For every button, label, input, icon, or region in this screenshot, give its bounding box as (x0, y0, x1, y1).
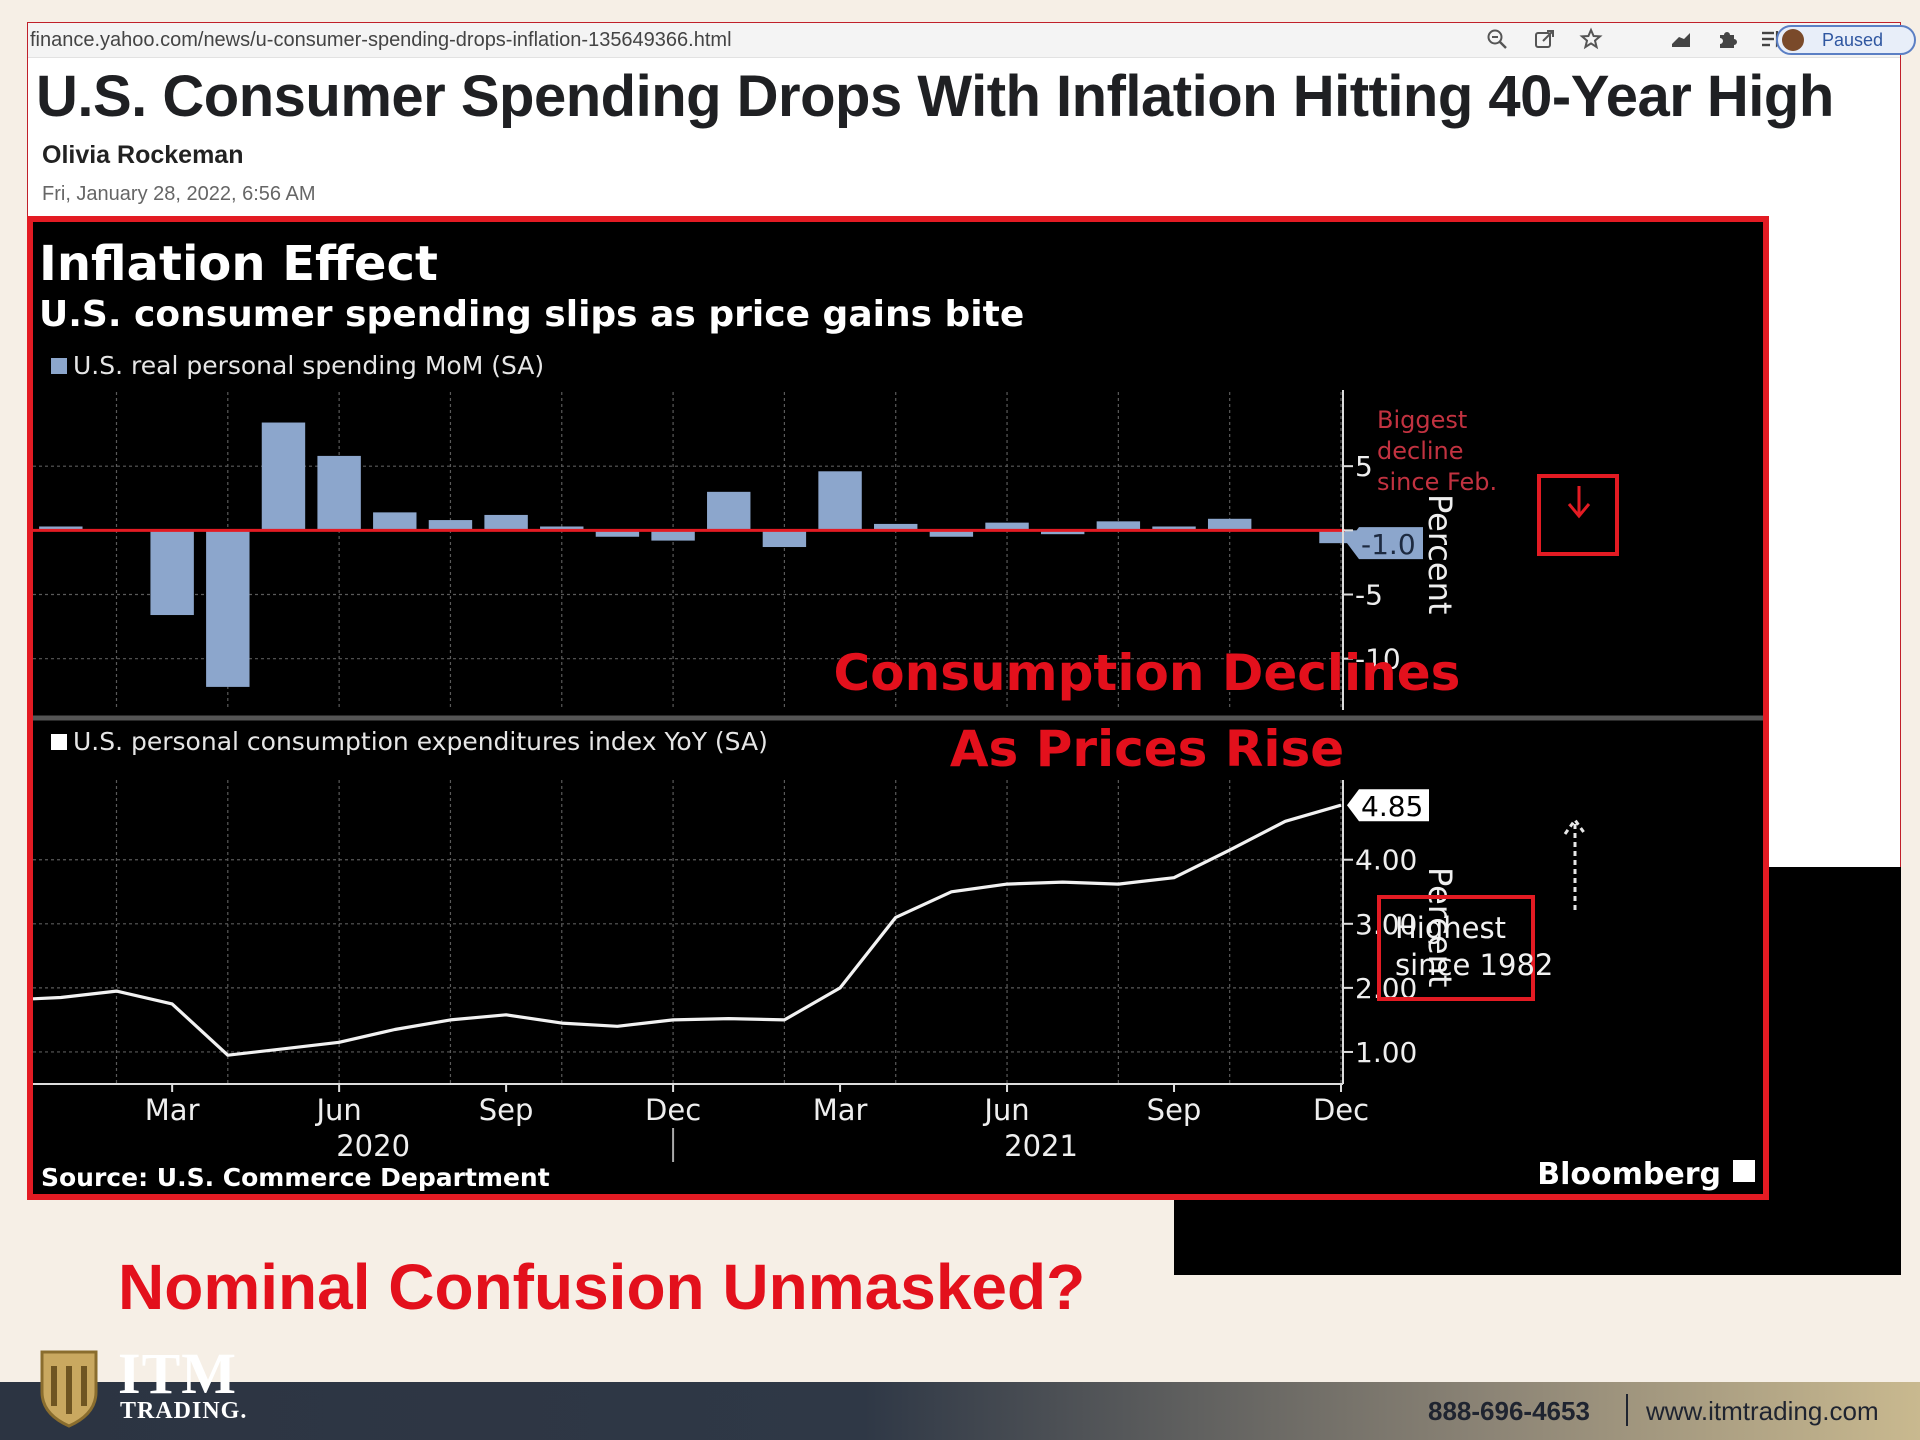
chart-axes: 5-5-104.003.002.001.00-1.04.85PercentPer… (33, 390, 1459, 1163)
xtick-label: Sep (479, 1093, 534, 1127)
zoom-icon[interactable] (1484, 27, 1510, 53)
legend-swatch-pce (51, 734, 67, 750)
bar-2021-02 (762, 530, 807, 548)
ytick-label-bottom: 1.00 (1355, 1036, 1417, 1069)
avatar (1782, 29, 1804, 51)
highlight-box-last-bar (1537, 474, 1619, 556)
address-bar[interactable]: finance.yahoo.com/news/u-consumer-spendi… (28, 23, 1916, 58)
bar-2020-08 (428, 520, 473, 531)
bloomberg-logo-icon (1733, 1160, 1755, 1182)
footer-bar: 888-696-4653 www.itmtrading.com (0, 1382, 1920, 1440)
annotation-biggest-decline: Biggest decline since Feb. (1377, 406, 1497, 496)
xtick-label: Mar (145, 1093, 200, 1127)
chart-icon[interactable] (1668, 27, 1694, 53)
xtick-label: Jun (314, 1093, 361, 1127)
chart-source: Source: U.S. Commerce Department (41, 1163, 550, 1192)
phone-number[interactable]: 888-696-4653 (1428, 1396, 1590, 1426)
bar-2021-06 (985, 522, 1029, 531)
pce-line (33, 803, 1342, 1057)
overlay-line-2: As Prices Rise (950, 720, 1344, 778)
chart-subtitle: U.S. consumer spending slips as price ga… (39, 294, 1024, 335)
bar-2020-06 (317, 455, 361, 531)
legend-swatch-spending (51, 358, 67, 374)
ytick-label-top: 5 (1355, 450, 1373, 483)
bar-2021-03 (818, 471, 862, 531)
ytick-label-top: -10 (1355, 643, 1401, 676)
puzzle-icon[interactable] (1714, 27, 1740, 53)
bar-2021-07 (1040, 530, 1085, 535)
paused-profile-button[interactable]: Paused (1776, 25, 1916, 55)
down-arrow-icon (1567, 486, 1591, 519)
ylabel-top: Percent (1421, 494, 1459, 614)
bar-2020-01 (39, 526, 83, 531)
ytick-label-top: -5 (1355, 579, 1383, 612)
chart-canvas: 5-5-104.003.002.001.00-1.04.85PercentPer… (33, 236, 1763, 1192)
legend-spending: U.S. real personal spending MoM (SA) (73, 351, 544, 380)
bar-2021-08 (1096, 521, 1141, 531)
bar-2020-07 (373, 512, 417, 531)
slide-caption: Nominal Confusion Unmasked? (118, 1251, 1086, 1323)
star-icon[interactable] (1578, 27, 1604, 53)
overlay-line-1: Consumption Declines (834, 644, 1461, 702)
bar-2021-09 (1152, 526, 1196, 531)
last-value-label-top: -1.0 (1361, 528, 1416, 561)
last-value-badge-top (1347, 527, 1423, 560)
bar-2021-01 (707, 491, 751, 531)
share-icon[interactable] (1532, 27, 1558, 53)
bar-2020-05 (261, 422, 306, 531)
xtick-label: Sep (1147, 1093, 1202, 1127)
up-arrow-icon (1563, 817, 1587, 910)
ytick-label-bottom: 4.00 (1355, 844, 1417, 877)
year-label: 2020 (336, 1129, 410, 1163)
logo-itm: ITM (118, 1341, 237, 1406)
spending-bars (33, 422, 1363, 687)
last-value-label-bottom: 4.85 (1361, 790, 1423, 823)
bloomberg-brand: Bloomberg (1537, 1157, 1721, 1192)
annotation-highest: Highest since 1982 (1395, 911, 1553, 982)
article-date: Fri, January 28, 2022, 6:56 AM (42, 183, 316, 205)
bar-2020-03 (150, 530, 194, 616)
bar-2021-04 (874, 523, 918, 531)
website-link[interactable]: www.itmtrading.com (1646, 1396, 1879, 1426)
logo-trading: TRADING. (120, 1398, 248, 1424)
article-headline: U.S. Consumer Spending Drops With Inflat… (36, 64, 1834, 129)
paused-label: Paused (1822, 30, 1884, 50)
xtick-label: Dec (1313, 1093, 1369, 1127)
bar-2020-09 (484, 514, 528, 531)
footer-separator (1626, 1394, 1628, 1426)
itm-shield-logo-icon (40, 1350, 98, 1428)
bar-2021-05 (929, 530, 974, 537)
xtick-label: Mar (813, 1093, 868, 1127)
legend-pce: U.S. personal consumption expenditures i… (73, 727, 768, 756)
xtick-label: Dec (645, 1093, 701, 1127)
article-author[interactable]: Olivia Rockeman (42, 141, 244, 169)
bar-2021-10 (1207, 518, 1252, 531)
xtick-label: Jun (982, 1093, 1029, 1127)
last-value-badge-bottom (1347, 789, 1429, 822)
bar-2020-04 (206, 530, 250, 687)
pce-line-layer (33, 803, 1342, 1057)
bar-2020-12 (651, 530, 695, 541)
highlight-box-annotation (1377, 895, 1535, 1001)
ylabel-bottom: Percent (1421, 867, 1459, 987)
bar-2020-10 (540, 526, 584, 531)
year-label: 2021 (1004, 1129, 1078, 1163)
chart-title: Inflation Effect (39, 236, 438, 292)
inflation-chart: 5 -5 -10 4.00 3.00 2.00 1.00 -1.0 4.85 Percent Per… (27, 216, 1769, 1200)
bar-2020-11 (595, 530, 640, 537)
url-text[interactable]: finance.yahoo.com/news/u-consumer-spendi… (30, 29, 732, 51)
ytick-label-bottom: 3.00 (1355, 908, 1417, 941)
